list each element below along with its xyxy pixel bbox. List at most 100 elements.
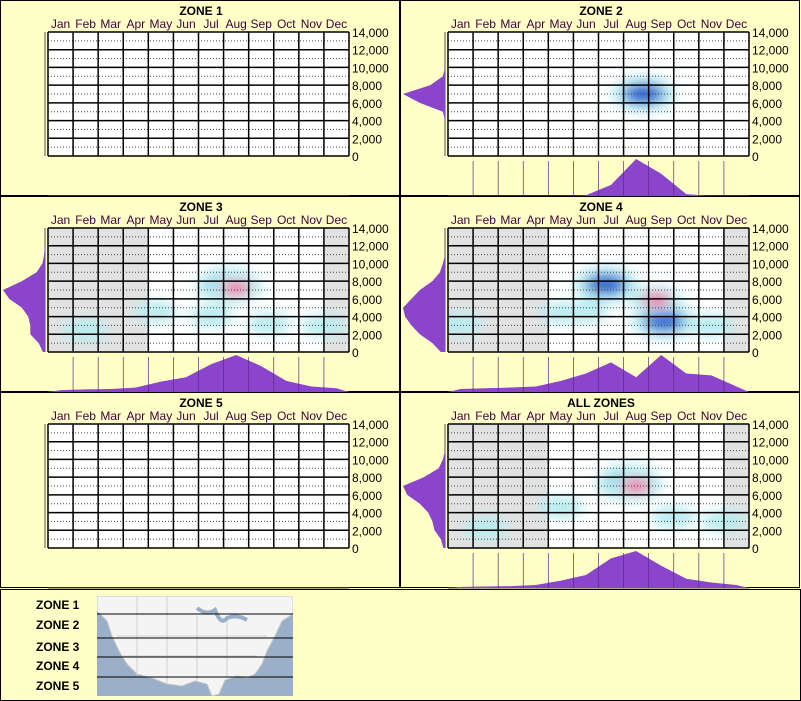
y-tick-label: 4,000 [352,115,382,129]
month-label: Jun [176,213,195,227]
month-label: Aug [625,213,646,227]
zone-panel-6: ALL ZONES Jan Feb Mar Apr May Jun Jul Aug Sep Oct N… [400,392,800,589]
month-label: Jan [51,213,70,227]
month-label: Oct [277,409,296,423]
legend-zone-5: ZONE 5 [36,679,80,693]
month-label: Dec [726,213,747,227]
month-label: May [550,17,573,31]
y-tick-label: 12,000 [752,44,789,58]
zone-panel-4: ZONE 4 Jan Feb Mar Apr May Jun Jul Aug Sep Oct Nov D… [400,196,800,393]
zone-legend: ZONE 1 ZONE 2 ZONE 3 ZONE 4 ZONE 5 [0,589,801,701]
month-label: Dec [326,17,347,31]
y-tick-label: 12,000 [752,436,789,450]
month-label: Aug [625,409,646,423]
y-tick-label: 10,000 [352,453,389,467]
month-label: Jan [451,409,470,423]
y-tick-label: 4,000 [352,507,382,521]
month-label: Nov [701,213,722,227]
month-label: May [150,213,173,227]
y-tick-label: 2,000 [752,524,782,538]
no-data-month [473,228,499,352]
y-tick-label: 12,000 [352,240,389,254]
zone-panel-5: ZONE 5 Jan Feb Mar Apr May Jun Jul Aug Sep Oct Nov D… [0,392,400,589]
y-tick-label: 10,000 [752,453,789,467]
month-label: May [550,409,573,423]
y-tick-label: 10,000 [752,257,789,271]
y-tick-label: 4,000 [752,507,782,521]
month-label: Oct [677,409,696,423]
y-tick-label: 12,000 [352,436,389,450]
month-label: Jun [576,17,595,31]
month-label: Jun [576,409,595,423]
month-label: Apr [126,213,145,227]
hotspot-low [63,318,108,341]
y-tick-label: 2,000 [752,132,782,146]
month-label: Oct [277,17,296,31]
month-label: Jul [203,17,218,31]
y-tick-label: 8,000 [352,79,382,93]
y-tick-label: 6,000 [752,489,782,503]
month-label: Nov [301,213,322,227]
month-label: Mar [100,17,121,31]
y-tick-label: 8,000 [752,79,782,93]
y-tick-label: 14,000 [352,418,389,432]
y-tick-label: 0 [752,542,759,556]
month-label: May [150,409,173,423]
month-label: Jan [451,17,470,31]
y-tick-label: 6,000 [352,489,382,503]
y-tick-label: 14,000 [752,418,789,432]
legend-zone-4: ZONE 4 [36,659,80,673]
y-tick-label: 8,000 [352,471,382,485]
month-label: Jan [451,213,470,227]
month-label: Sep [651,17,673,31]
month-label: Sep [251,409,273,423]
month-label: Nov [701,409,722,423]
elevation-distribution [403,424,445,548]
month-label: Nov [301,409,322,423]
month-label: Aug [225,409,246,423]
month-label: Mar [500,213,521,227]
month-label: May [150,17,173,31]
month-label: Sep [651,213,673,227]
month-label: Mar [500,17,521,31]
y-tick-label: 10,000 [752,61,789,75]
month-label: Aug [225,17,246,31]
month-label: Dec [326,213,347,227]
month-label: Jun [576,213,595,227]
y-tick-label: 2,000 [352,328,382,342]
panel-title: ALL ZONES [567,396,635,410]
month-label: Mar [100,409,121,423]
month-label: Oct [677,17,696,31]
y-tick-label: 6,000 [752,293,782,307]
month-label: May [550,213,573,227]
hotspot-low [563,301,608,324]
hotspot-low [448,312,483,335]
hotspot-low [246,312,291,335]
y-tick-label: 14,000 [352,26,389,40]
month-label: Feb [475,213,496,227]
month-label: Jan [51,17,70,31]
y-tick-label: 10,000 [352,61,389,75]
month-label: Feb [475,409,496,423]
legend-zone-2: ZONE 2 [36,618,80,632]
month-label: Apr [526,409,545,423]
y-tick-label: 4,000 [752,115,782,129]
y-tick-label: 10,000 [352,257,389,271]
month-label: Apr [126,17,145,31]
elevation-distribution [3,228,45,352]
zone-panel-3: ZONE 3 Jan Feb Mar Apr May Jun Jul Aug Sep Oct Nov D… [0,196,400,393]
hotspot-low [133,301,178,324]
month-label: Feb [75,213,96,227]
y-tick-label: 6,000 [752,97,782,111]
month-label: Jul [603,213,618,227]
month-label: Apr [126,409,145,423]
month-label: Nov [301,17,322,31]
month-label: Oct [277,213,296,227]
month-label: Jul [203,409,218,423]
no-data-month [498,228,524,352]
zone-map [97,596,293,696]
y-tick-label: 14,000 [752,222,789,236]
month-label: Apr [526,17,545,31]
hotspot-mid [586,274,627,295]
